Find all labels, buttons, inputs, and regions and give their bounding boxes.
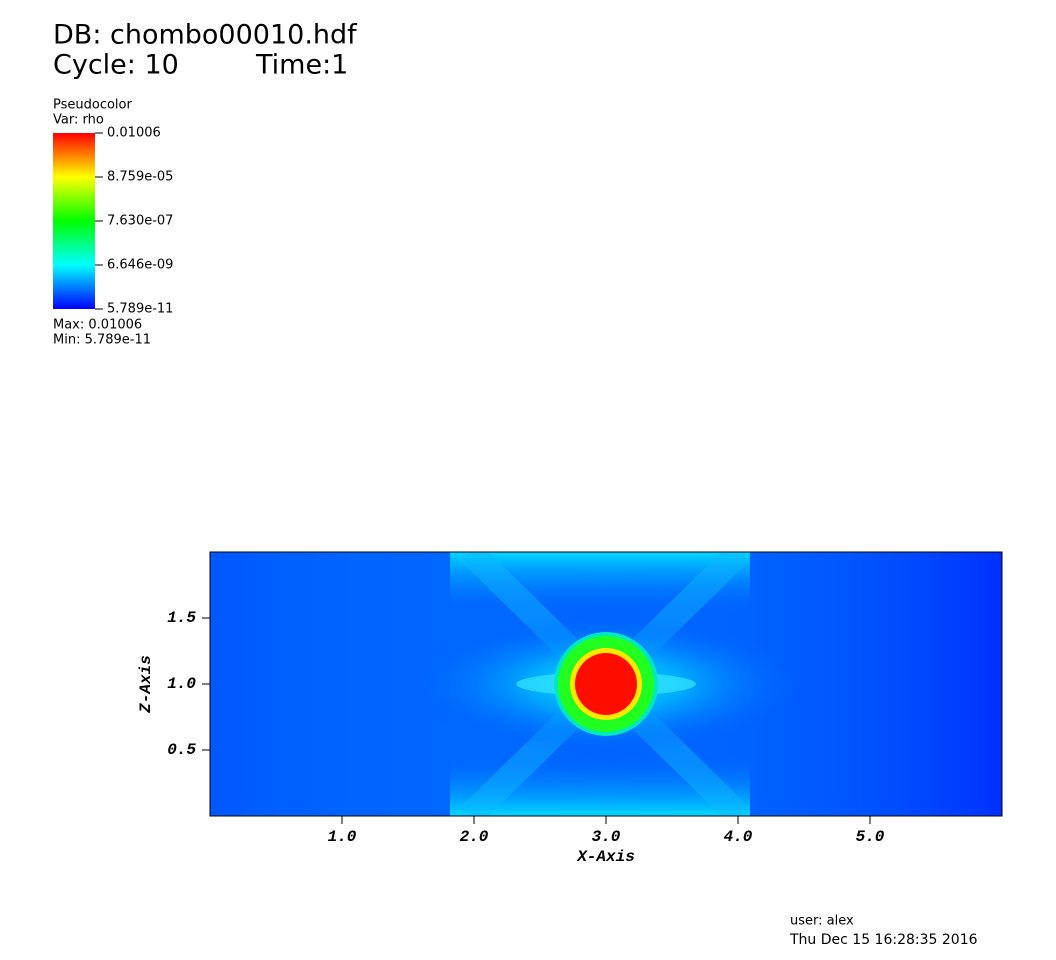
x-tick-label: 5.0 bbox=[856, 828, 885, 846]
date: Thu Dec 15 16:28:35 2016 bbox=[789, 932, 978, 948]
variable: Var: rho bbox=[53, 113, 104, 128]
db-name: DB: chombo00010.hdf bbox=[53, 20, 358, 51]
plot-name: Pseudocolor bbox=[53, 98, 132, 113]
min-label: Min: 5.789e-11 bbox=[53, 333, 151, 348]
user: user: alex bbox=[790, 914, 854, 929]
x-tick-label: 2.0 bbox=[460, 828, 489, 846]
y-tick-label: 0.5 bbox=[167, 741, 196, 759]
colorbar-tick-label: 7.630e-07 bbox=[107, 214, 173, 229]
colorbar-tick-label: 8.759e-05 bbox=[107, 170, 173, 185]
colorbar-tick-label: 6.646e-09 bbox=[107, 258, 173, 273]
x-tick-label: 4.0 bbox=[724, 828, 753, 846]
colorbar-tick-label: 0.01006 bbox=[107, 126, 161, 141]
core bbox=[575, 653, 637, 715]
time: Time:1 bbox=[255, 50, 348, 81]
x-axis-label: X-Axis bbox=[576, 848, 635, 866]
field bbox=[210, 552, 1002, 816]
x-tick-label: 3.0 bbox=[592, 828, 621, 846]
y-tick-label: 1.5 bbox=[167, 609, 196, 627]
colorbar-tick-label: 5.789e-11 bbox=[107, 302, 173, 317]
y-tick-label: 1.0 bbox=[167, 675, 196, 693]
y-axis-label: Z-Axis bbox=[137, 655, 155, 714]
x-tick-label: 1.0 bbox=[328, 828, 357, 846]
top-glow bbox=[450, 552, 750, 612]
colorbar bbox=[53, 133, 95, 309]
cycle: Cycle: 10 bbox=[53, 50, 179, 81]
bottom-glow bbox=[450, 756, 750, 816]
max-label: Max: 0.01006 bbox=[53, 318, 142, 333]
